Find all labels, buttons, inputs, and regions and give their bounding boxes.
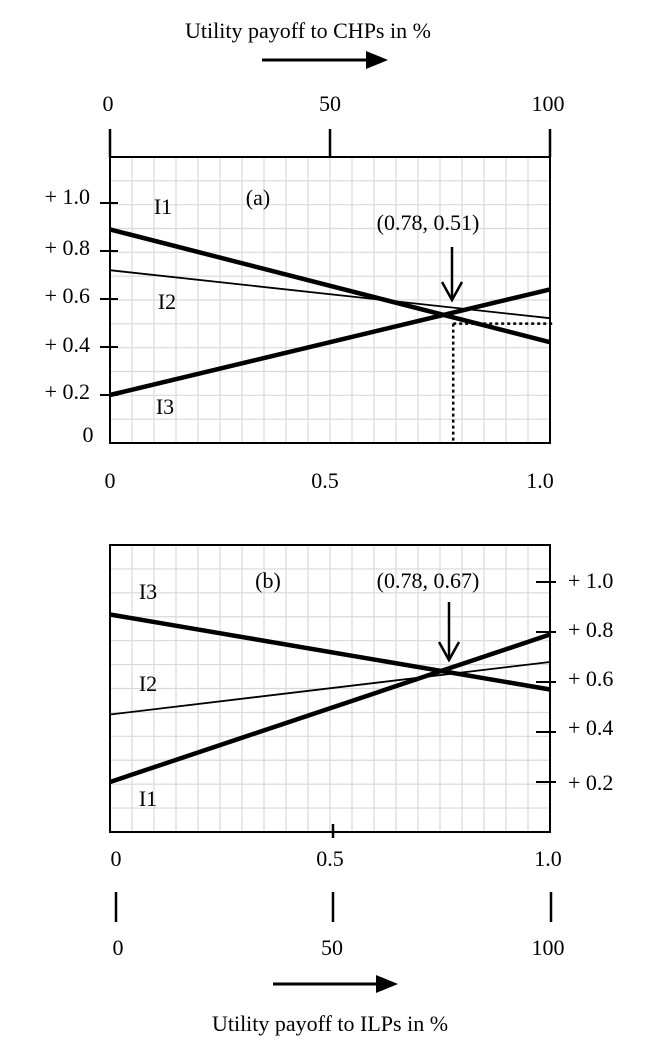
series-label-i1: I1 — [154, 194, 172, 219]
series-lines-a — [109, 227, 551, 398]
grid-a — [110, 157, 550, 443]
series-label-i1: I1 — [139, 786, 157, 811]
series-line-i2 — [109, 661, 551, 716]
a-xtick-label-1.0: 1.0 — [526, 468, 554, 493]
panel-a: I1 I2 I3 (a) (0.78, 0.51) — [100, 129, 555, 444]
b-ytick-label-1.0: + 1.0 — [568, 568, 613, 593]
b-xtick-label-1.0: 1.0 — [534, 846, 562, 871]
y-ticks-b — [536, 581, 556, 783]
guides-a — [451, 322, 555, 443]
panel-b: I3 I2 I1 (b) (0.78, 0.67) — [109, 544, 556, 838]
series-line-i2 — [109, 269, 551, 320]
panel-label-a: (a) — [246, 185, 270, 210]
b-ytick-label-0.4: + 0.4 — [568, 715, 613, 740]
series-line-i3 — [109, 287, 551, 398]
annotation-arrow-head — [440, 281, 464, 303]
bottom-percent-tick-50: 50 — [321, 935, 343, 960]
a-ytick-label-1.0: + 1.0 — [45, 184, 90, 209]
a-ytick-label-0.6: + 0.6 — [45, 283, 90, 308]
annotation-label-a: (0.78, 0.51) — [377, 210, 480, 235]
a-ytick-label-0.8: + 0.8 — [45, 235, 90, 260]
series-label-i3: I3 — [139, 579, 157, 604]
series-line-i3 — [109, 612, 551, 692]
grid-b — [110, 545, 550, 832]
bottom-arrow-head — [376, 975, 398, 993]
a-xtick-label-0.5: 0.5 — [311, 468, 339, 493]
series-label-i3: I3 — [156, 394, 174, 419]
series-label-i2: I2 — [158, 289, 176, 314]
series-label-i2: I2 — [139, 671, 157, 696]
b-ytick-label-0.6: + 0.6 — [568, 666, 613, 691]
panel-label-b: (b) — [255, 568, 281, 593]
top-percent-tick-100: 100 — [532, 91, 565, 116]
a-ytick-label-0.2: + 0.2 — [45, 379, 90, 404]
b-xtick-label-0: 0 — [111, 846, 122, 871]
a-ytick-label-0.4: + 0.4 — [45, 332, 90, 357]
b-ytick-label-0.8: + 0.8 — [568, 617, 613, 642]
b-ytick-label-0.2: + 0.2 — [568, 770, 613, 795]
top-caption: Utility payoff to CHPs in % — [185, 18, 431, 43]
b-xtick-label-0.5: 0.5 — [316, 846, 344, 871]
annotation-arrow-b — [437, 602, 461, 663]
annotation-arrow-a — [440, 247, 464, 303]
bottom-percent-tick-100: 100 — [532, 935, 565, 960]
y-ticks-a — [100, 202, 118, 396]
a-xtick-label-0: 0 — [105, 468, 116, 493]
series-labels-b: I3 I2 I1 — [139, 579, 157, 811]
series-line-i1 — [109, 227, 551, 345]
annotation-label-b: (0.78, 0.67) — [377, 568, 480, 593]
a-ytick-label-0: 0 — [83, 422, 94, 447]
top-percent-tick-0: 0 — [103, 91, 114, 116]
series-lines-b — [109, 612, 551, 785]
series-labels-a: I1 I2 I3 — [154, 194, 176, 419]
top-percent-tick-50: 50 — [319, 91, 341, 116]
top-arrow-head — [366, 51, 388, 69]
series-line-i1 — [109, 632, 551, 785]
bottom-percent-tick-0: 0 — [113, 935, 124, 960]
annotation-arrow-head — [437, 641, 461, 663]
bottom-caption: Utility payoff to ILPs in % — [212, 1011, 448, 1036]
